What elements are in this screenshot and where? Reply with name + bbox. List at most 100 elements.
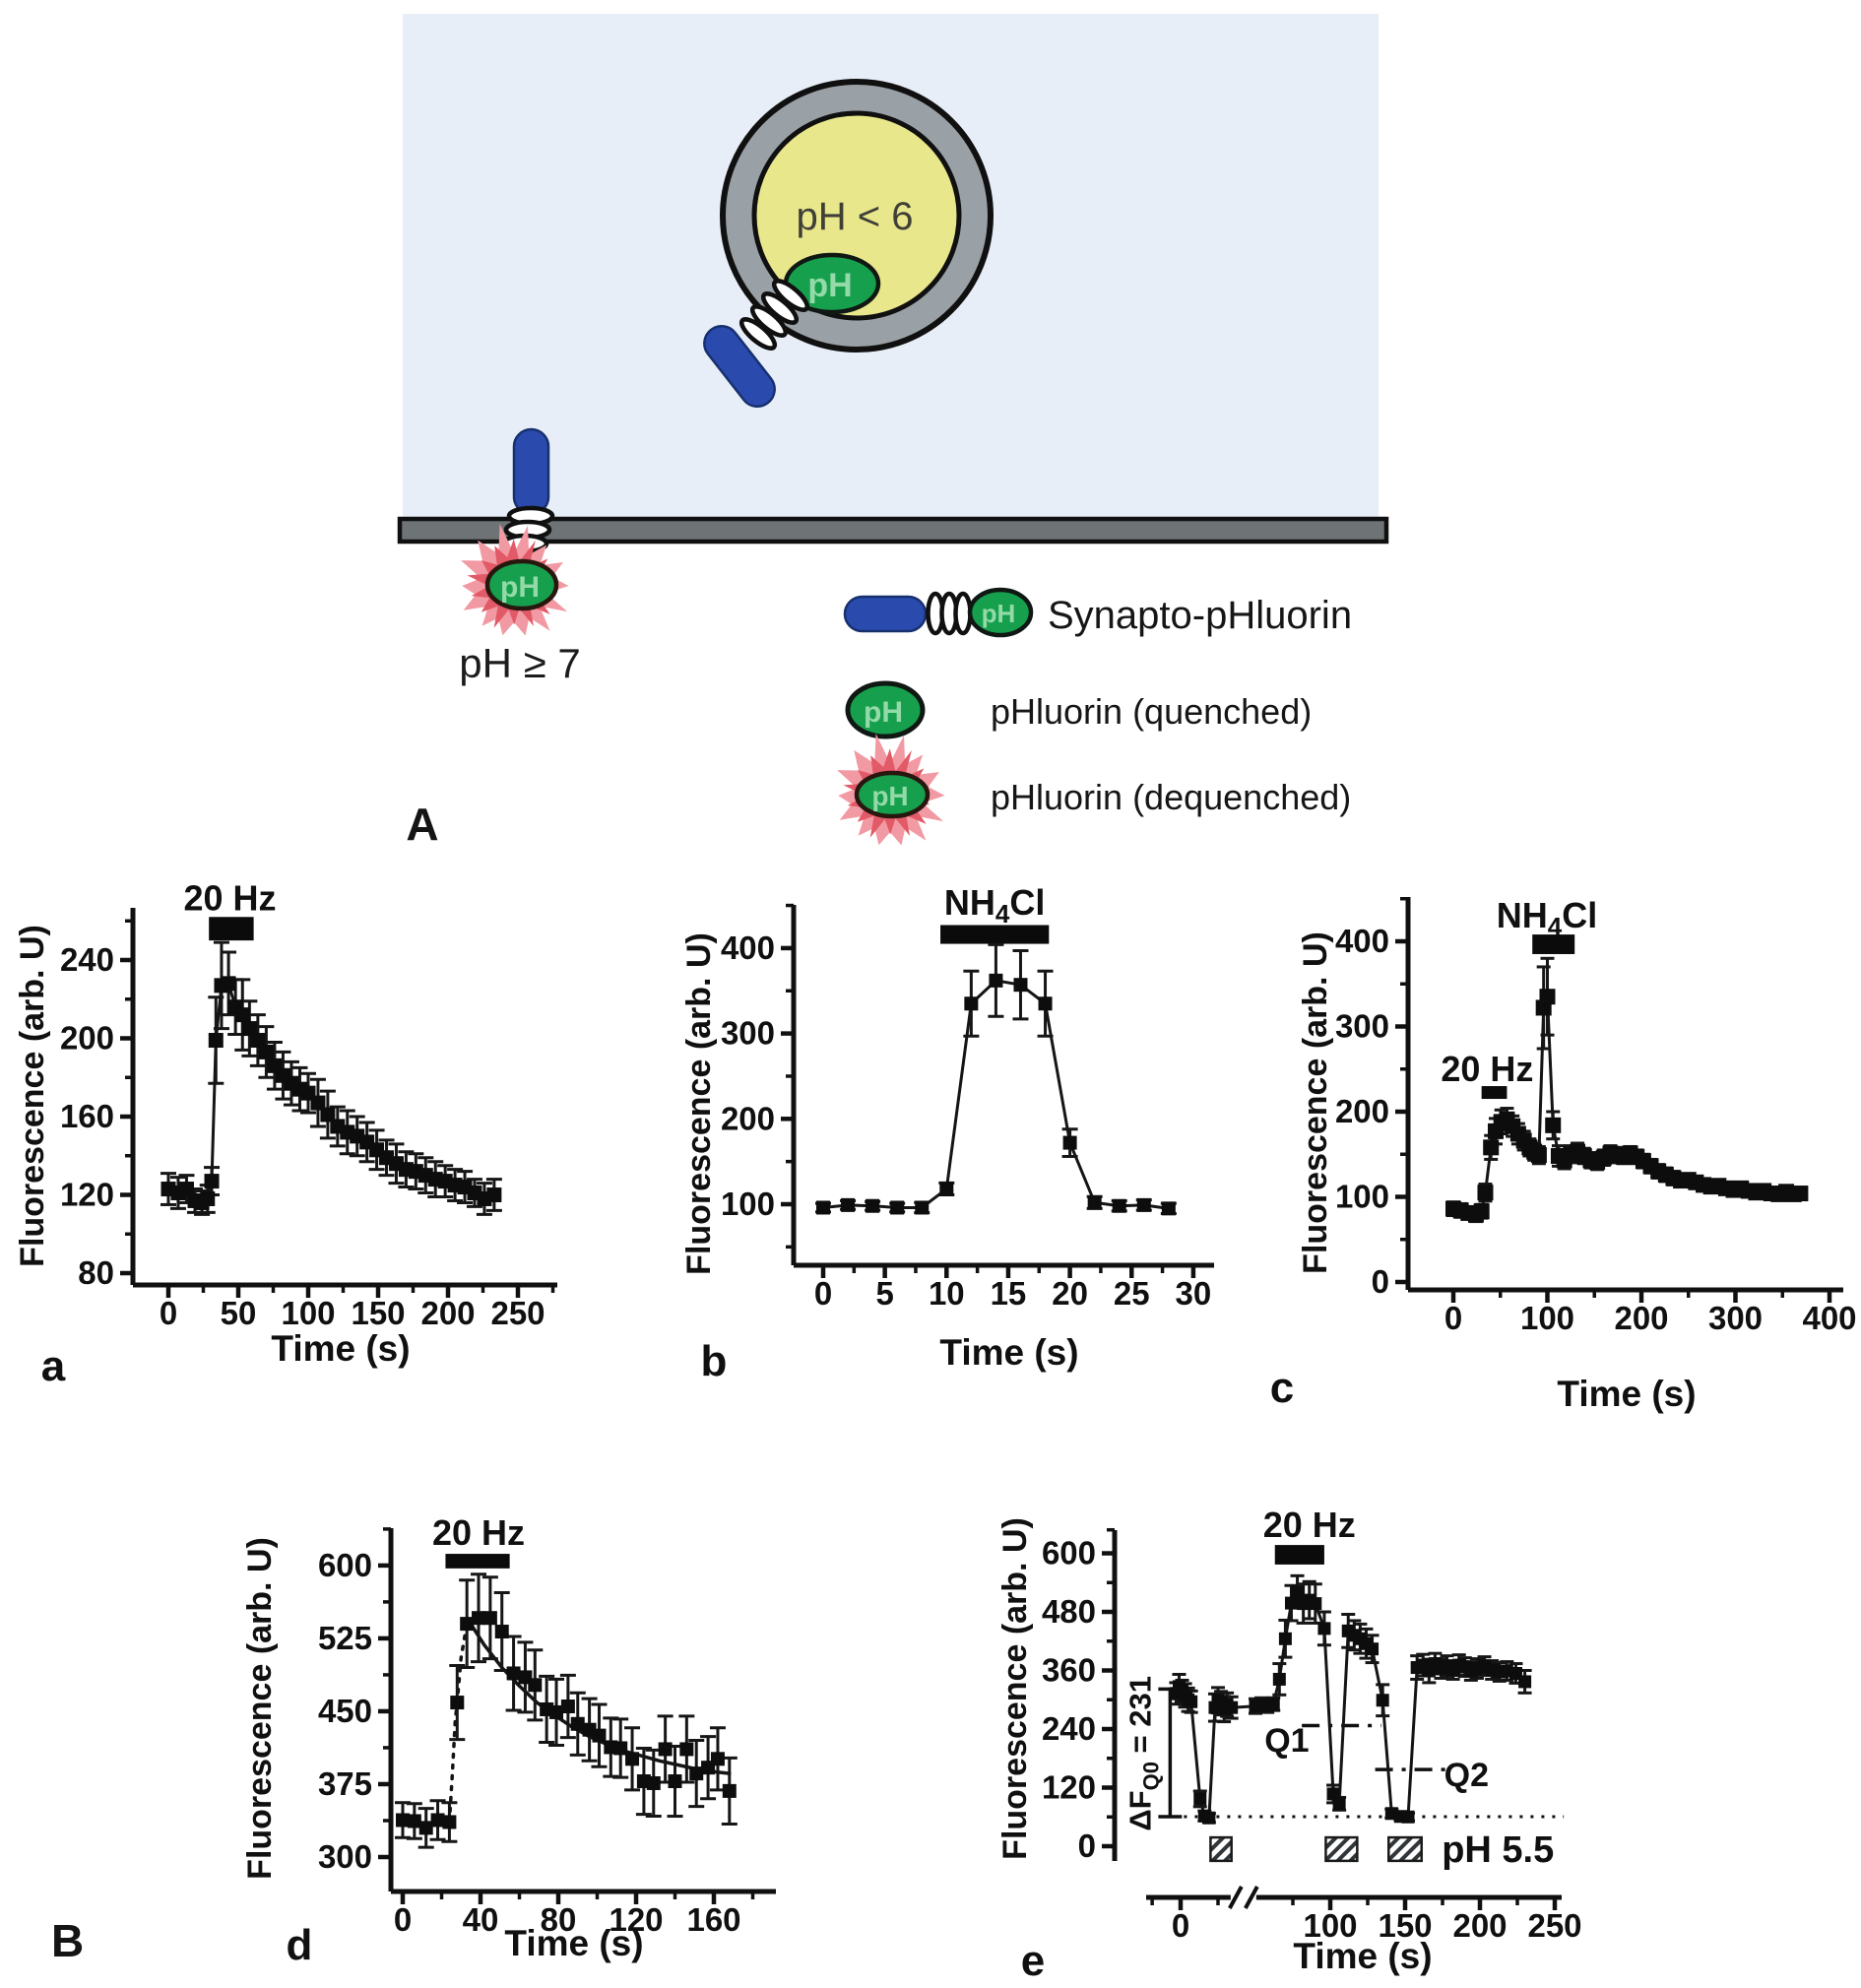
- chart-c: 0 100 200 300 400 0 100 200 300 400 20 Hz NH4Cl Time…: [1249, 866, 1861, 1433]
- data-point-marker: [570, 1716, 585, 1731]
- data-point-marker: [1193, 1792, 1207, 1806]
- data-point-marker: [1332, 1797, 1346, 1811]
- stimulus-label: 20 Hz: [1441, 1049, 1533, 1089]
- surface-synapto-phluorin: pH pH ≥ 7: [459, 427, 581, 686]
- data-point-marker: [506, 1666, 521, 1681]
- data-point-marker: [625, 1752, 640, 1766]
- data-point-marker: [241, 1021, 257, 1037]
- mechanism-diagram: pH < 6 pH pH pH ≥ 7: [397, 14, 1389, 850]
- y-tick-label: 300: [1335, 1008, 1389, 1045]
- x-tick-label: 30: [1176, 1275, 1212, 1312]
- transmembrane-coil-icon: [738, 279, 810, 351]
- y-tick-label: 100: [721, 1186, 775, 1222]
- x-tick-label: 160: [686, 1901, 740, 1938]
- panel-label-d: d: [287, 1921, 313, 1969]
- phluorin-ph-text: pH: [807, 267, 852, 304]
- data-point-marker: [1087, 1195, 1102, 1210]
- data-point-marker: [1317, 1622, 1331, 1635]
- y-axis-title: Fluorescence (arb. U): [680, 932, 718, 1275]
- data-point-marker: [1062, 1135, 1077, 1150]
- y-tick-label: 120: [60, 1177, 114, 1213]
- y-tick-label: 200: [60, 1020, 114, 1057]
- stimulus-label: NH4Cl: [1497, 895, 1597, 941]
- vesicle-ph-label: pH < 6: [797, 195, 914, 238]
- y-tick-label: 375: [318, 1765, 372, 1802]
- y-tick-label: 400: [1335, 923, 1389, 959]
- data-point-marker: [310, 1095, 326, 1111]
- x-tick-label: 0: [394, 1901, 412, 1938]
- stimulus-bar: [1481, 1086, 1508, 1100]
- annotation-label: ΔFQ0 = 231: [1123, 1676, 1164, 1831]
- panel-label-A: A: [406, 799, 438, 850]
- chart-e-plot: Q1 Q2 ΔFQ0 = 231 0 120 240 360 480 600 0 100 150 200…: [996, 1505, 1582, 1985]
- phluorin-dequenched-icon: [484, 558, 559, 611]
- data-point-marker: [494, 1625, 509, 1639]
- data-point-marker: [1185, 1695, 1198, 1708]
- x-axis-break-slash: [1228, 1886, 1244, 1909]
- svg-text:pH: pH: [864, 696, 903, 729]
- phluorin-quenched-icon: pH: [845, 680, 926, 739]
- chart-e: Q1 Q2 ΔFQ0 = 231 0 120 240 360 480 600 0 100 150 200…: [985, 1497, 1674, 1988]
- data-point-marker: [816, 1200, 830, 1215]
- y-tick-label: 600: [318, 1547, 372, 1583]
- y-tick-label: 360: [1042, 1652, 1096, 1689]
- data-point-marker: [528, 1678, 543, 1693]
- data-point-marker: [841, 1197, 856, 1212]
- synapto-phluorin-icon: pH: [843, 587, 1034, 638]
- x-tick-label: 250: [490, 1295, 545, 1331]
- stimulus-bar: [1532, 934, 1575, 954]
- data-point-marker: [407, 1814, 421, 1828]
- data-point-marker: [178, 1182, 194, 1197]
- y-tick-label: 100: [1335, 1179, 1389, 1215]
- data-point-marker: [710, 1752, 725, 1766]
- data-point-marker: [689, 1766, 704, 1781]
- y-tick-label: 0: [1372, 1263, 1389, 1300]
- x-tick-label: 250: [1527, 1907, 1581, 1944]
- data-point-marker: [1473, 1203, 1490, 1220]
- stimulus-bar: [1274, 1545, 1324, 1565]
- data-point-marker: [890, 1200, 905, 1215]
- y-tick-label: 525: [318, 1620, 372, 1656]
- data-point-marker: [658, 1742, 673, 1757]
- data-point-marker: [1278, 1632, 1292, 1645]
- panel-label-b: b: [701, 1337, 728, 1385]
- data-point-marker: [549, 1704, 564, 1719]
- y-tick-label: 240: [1042, 1710, 1096, 1747]
- data-point-marker: [1477, 1185, 1494, 1201]
- legend-label: pHluorin (quenched): [991, 691, 1312, 732]
- data-point-marker: [1309, 1597, 1322, 1611]
- diagram-legend: pH Synapto-pHluorin pH pHluorin (quenche…: [837, 587, 1352, 846]
- y-tick-label: 200: [721, 1100, 775, 1136]
- data-point-marker: [592, 1728, 607, 1743]
- data-point-marker: [258, 1044, 274, 1059]
- y-tick-label: 160: [60, 1098, 114, 1134]
- data-point-marker: [613, 1741, 628, 1756]
- data-point-marker: [486, 1187, 502, 1202]
- legend-label: Synapto-pHluorin: [1048, 594, 1352, 637]
- x-tick-label: 50: [221, 1295, 257, 1331]
- data-point-marker: [1112, 1198, 1126, 1213]
- x-axis-title: Time (s): [1557, 1374, 1696, 1414]
- x-tick-label: 300: [1708, 1300, 1763, 1336]
- data-point-marker: [679, 1742, 694, 1757]
- data-point-marker: [989, 973, 1003, 988]
- svg-text:pH: pH: [982, 599, 1016, 628]
- y-tick-label: 80: [78, 1254, 114, 1291]
- data-point-marker: [1483, 1139, 1500, 1156]
- x-tick-label: 5: [875, 1275, 893, 1312]
- data-point-marker: [1539, 989, 1556, 1005]
- stimulus-label: NH4Cl: [944, 882, 1045, 929]
- x-tick-label: 40: [463, 1901, 499, 1938]
- x-tick-label: 200: [1452, 1907, 1507, 1944]
- data-point-marker: [1161, 1201, 1176, 1216]
- x-tick-label: 100: [281, 1295, 335, 1331]
- x-tick-label: 10: [929, 1275, 965, 1312]
- phluorin-dequenched-icon: pH: [837, 734, 945, 846]
- y-tick-label: 200: [1335, 1093, 1389, 1129]
- data-point-marker: [1545, 1117, 1562, 1133]
- data-point-marker: [1225, 1700, 1239, 1714]
- data-point-marker: [396, 1813, 410, 1828]
- data-point-marker: [1401, 1810, 1415, 1824]
- x-tick-label: 200: [420, 1295, 475, 1331]
- data-point-marker: [964, 996, 979, 1011]
